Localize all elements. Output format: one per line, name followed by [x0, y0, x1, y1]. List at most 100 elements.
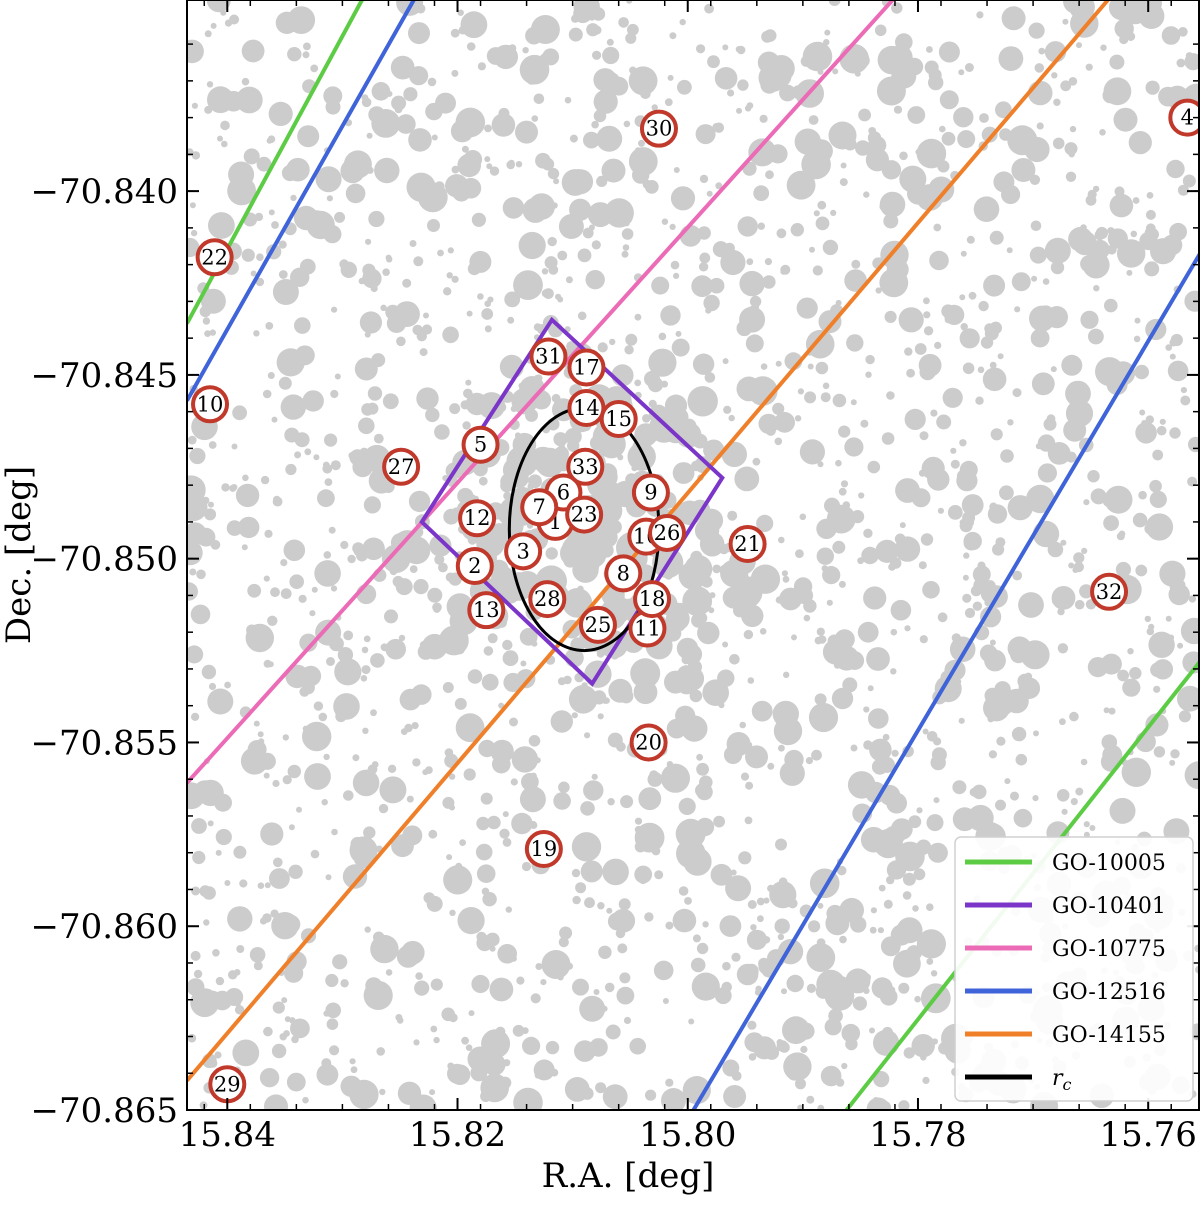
background-star	[676, 331, 682, 337]
background-star	[923, 311, 930, 318]
background-star	[1031, 221, 1042, 232]
background-star	[817, 882, 823, 888]
background-star	[281, 997, 287, 1003]
background-star	[317, 489, 335, 507]
background-star	[1000, 449, 1014, 463]
background-star	[596, 126, 622, 152]
background-star	[469, 251, 491, 273]
background-star	[494, 45, 518, 69]
background-star	[673, 273, 679, 279]
star-23: 23	[567, 498, 601, 532]
background-star	[753, 1036, 776, 1059]
background-star	[1017, 674, 1032, 689]
background-star	[794, 577, 812, 595]
background-star	[765, 170, 774, 179]
background-star	[1170, 354, 1176, 360]
background-star	[468, 669, 483, 684]
background-star	[402, 825, 422, 845]
background-star	[1088, 329, 1104, 345]
background-star	[809, 247, 815, 253]
background-star	[705, 372, 716, 383]
background-star	[602, 859, 629, 886]
background-star	[465, 380, 471, 386]
background-star	[948, 505, 963, 520]
background-star	[625, 33, 636, 44]
background-star	[795, 129, 821, 155]
background-star	[890, 288, 896, 294]
background-star	[1046, 306, 1068, 328]
background-star	[943, 388, 963, 408]
background-star	[677, 638, 698, 659]
background-star	[386, 255, 392, 261]
background-star	[1104, 77, 1132, 105]
background-star	[920, 1054, 926, 1060]
background-star	[924, 326, 933, 335]
background-star	[787, 1067, 801, 1081]
background-star	[281, 394, 306, 419]
background-star	[331, 585, 337, 591]
background-star	[765, 258, 772, 265]
background-star	[915, 343, 927, 355]
y-tick-label: −70.850	[31, 540, 178, 580]
background-star	[876, 287, 882, 293]
background-star	[747, 102, 754, 109]
background-star	[989, 503, 997, 511]
background-star	[445, 642, 453, 650]
background-star	[331, 307, 337, 313]
background-star	[860, 420, 868, 428]
background-star	[894, 106, 902, 114]
star-22: 22	[198, 240, 232, 274]
background-star	[343, 790, 354, 801]
background-star	[242, 78, 250, 86]
background-star	[220, 121, 230, 131]
background-star	[965, 608, 975, 618]
background-star	[768, 55, 795, 82]
background-star	[823, 240, 838, 255]
background-star	[598, 946, 611, 959]
background-star	[236, 87, 263, 114]
background-star	[437, 250, 444, 257]
background-star	[469, 120, 477, 128]
background-star	[379, 1089, 385, 1095]
star-id-label: 29	[214, 1072, 241, 1096]
background-star	[758, 958, 769, 969]
background-star	[934, 797, 940, 803]
background-star	[288, 865, 302, 879]
background-star	[836, 300, 842, 306]
background-star	[304, 448, 311, 455]
background-star	[427, 588, 442, 603]
background-star	[1031, 276, 1037, 282]
background-star	[586, 270, 605, 289]
background-star	[791, 223, 804, 236]
background-star	[806, 159, 814, 167]
background-star	[234, 969, 241, 976]
background-star	[846, 521, 852, 527]
background-star	[379, 804, 388, 813]
background-star	[880, 192, 906, 218]
background-star	[1183, 175, 1196, 188]
background-star	[202, 497, 209, 504]
background-star	[806, 943, 835, 972]
background-star	[191, 887, 200, 896]
background-star	[270, 587, 280, 597]
background-star	[932, 1038, 938, 1044]
background-star	[265, 322, 273, 330]
background-star	[1057, 789, 1070, 802]
star-id-label: 2	[468, 554, 481, 578]
background-star	[598, 342, 608, 352]
background-star	[332, 954, 347, 969]
background-star	[1117, 532, 1125, 540]
background-star	[1186, 52, 1193, 59]
background-star	[425, 103, 442, 120]
background-star	[263, 1027, 273, 1037]
star-3: 3	[506, 534, 540, 568]
background-star	[904, 347, 912, 355]
background-star	[772, 403, 784, 415]
background-star	[691, 275, 713, 297]
background-star	[481, 1029, 510, 1058]
x-tick-label: 15.80	[639, 1115, 736, 1155]
background-star	[204, 330, 211, 337]
background-star	[207, 689, 233, 715]
background-star	[669, 32, 676, 39]
